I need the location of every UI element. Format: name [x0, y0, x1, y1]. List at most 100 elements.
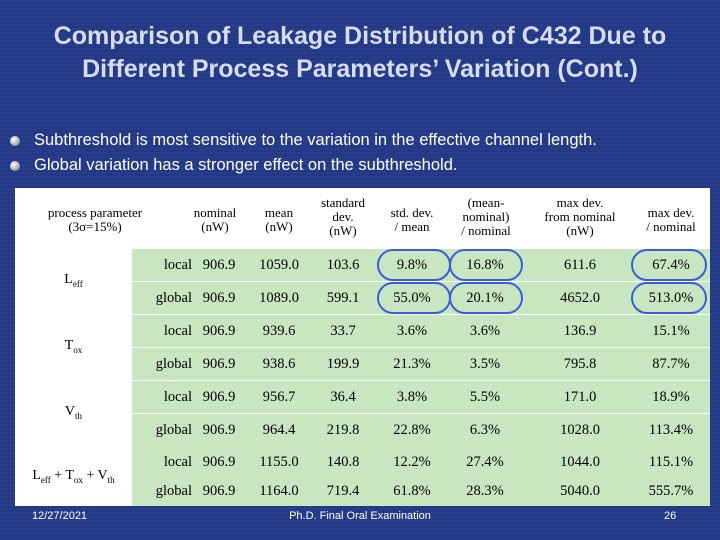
table-cell: 27.4% [466, 454, 504, 470]
header-max-dev-over-nominal: max dev. / nominal [633, 206, 709, 234]
table-cell: 20.1% [466, 290, 504, 306]
table-cell: 1155.0 [259, 454, 299, 470]
row-bg-all-local [132, 446, 710, 478]
header-param: process parameter (3σ=15%) [15, 206, 175, 234]
footer-title: Ph.D. Final Oral Examination [289, 510, 431, 522]
table-cell: 3.8% [396, 389, 428, 405]
header-line: max dev. [556, 195, 604, 210]
param-subscript: eff [40, 474, 51, 485]
table-cell: 906.9 [202, 323, 236, 339]
table-cell: 555.7% [648, 483, 694, 499]
table-cell: 938.6 [262, 356, 296, 372]
table-cell: 906.9 [202, 290, 236, 306]
table-cell: 1044.0 [560, 454, 600, 470]
table-cell: 1164.0 [259, 483, 299, 499]
header-line: (nW) [329, 223, 357, 238]
header-line: (nW) [201, 219, 229, 234]
table-cell: 6.3% [469, 422, 501, 438]
bullet-text: Global variation has a stronger effect o… [34, 156, 458, 174]
leakage-table: process parameter (3σ=15%) nominal (nW) … [15, 188, 710, 506]
header-line: dev. [332, 209, 354, 224]
param-symbol: L [32, 468, 41, 483]
table-cell: 1028.0 [560, 422, 600, 438]
row-scope-label: local [163, 257, 192, 273]
param-symbol: V [64, 404, 76, 419]
param-tox: Tox [15, 338, 132, 355]
bullet-dot-icon [10, 160, 20, 171]
row-scope-label: global [155, 422, 192, 438]
header-line: nominal) [462, 209, 510, 224]
row-bg-all-global [132, 475, 710, 506]
param-subscript: ox [73, 344, 83, 355]
table-cell: 599.1 [326, 290, 360, 306]
row-scope-label: global [155, 483, 192, 499]
header-param-line: process parameter [47, 205, 143, 220]
row-scope-label: local [163, 454, 192, 470]
header-line: / nominal [461, 223, 511, 238]
table-cell: 21.3% [393, 356, 431, 372]
table-cell: 115.1% [648, 454, 694, 470]
table-cell: 964.4 [262, 422, 296, 438]
row-bg-vth-local [132, 381, 710, 413]
table-cell: 15.1% [652, 323, 690, 339]
table-cell: 956.7 [262, 389, 296, 405]
row-bg-leff-local [132, 249, 710, 281]
row-scope-label: local [163, 323, 192, 339]
table-cell: 939.6 [262, 323, 296, 339]
table-cell: 1059.0 [259, 257, 299, 273]
title-line-1: Comparison of Leakage Distribution of C4… [53, 22, 667, 50]
table-cell: 906.9 [202, 422, 236, 438]
footer-date: 12/27/2021 [32, 510, 88, 522]
row-bg-leff-global [132, 282, 710, 314]
param-symbol: + V [86, 468, 108, 483]
param-subscript: ox [73, 474, 83, 485]
row-scope-label: local [163, 389, 192, 405]
table-cell: 18.9% [652, 389, 690, 405]
title-line-2: Different Process Parameters’ Variation … [82, 55, 638, 83]
header-line: (nW) [566, 223, 594, 238]
param-subscript: th [75, 410, 83, 421]
table-cell: 3.5% [469, 356, 501, 372]
table-cell: 906.9 [202, 356, 236, 372]
header-nominal: nominal (nW) [187, 206, 243, 234]
header-std-dev: standard dev. (nW) [311, 196, 375, 238]
bullet-list: Subthreshold is most sensitive to the va… [10, 128, 710, 178]
table-cell: 3.6% [469, 323, 501, 339]
table-cell: 36.4 [330, 389, 356, 405]
header-line: standard [320, 195, 366, 210]
slide-title: Comparison of Leakage Distribution of C4… [0, 20, 720, 86]
header-mean-minus-nominal: (mean- nominal) / nominal [449, 196, 523, 238]
table-cell: 12.2% [393, 454, 431, 470]
table-cell: 9.8% [396, 257, 428, 273]
table-cell: 1089.0 [259, 290, 299, 306]
header-std-over-mean: std. dev. / mean [377, 206, 447, 234]
header-line: nominal [193, 205, 237, 220]
table-cell: 67.4% [652, 257, 690, 273]
header-max-dev: max dev. from nominal (nW) [533, 196, 627, 238]
row-bg-vth-global [132, 414, 710, 446]
param-leff: Leff [15, 272, 132, 289]
table-cell: 795.8 [563, 356, 597, 372]
header-line: from nominal [544, 209, 616, 224]
table-cell: 140.8 [326, 454, 360, 470]
table-cell: 219.8 [326, 422, 360, 438]
row-bg-tox-local [132, 315, 710, 347]
bullet-item: Global variation has a stronger effect o… [10, 153, 710, 178]
row-bg-tox-global [132, 348, 710, 380]
table-cell: 28.3% [466, 483, 504, 499]
table-cell: 906.9 [202, 483, 236, 499]
header-line: (mean- [467, 195, 505, 210]
table-cell: 3.6% [396, 323, 428, 339]
table-cell: 4652.0 [560, 290, 600, 306]
param-symbol: T [64, 338, 74, 353]
table-cell: 87.7% [652, 356, 690, 372]
table-cell: 906.9 [202, 389, 236, 405]
table-cell: 513.0% [648, 290, 694, 306]
param-symbol: + T [54, 468, 74, 483]
table-cell: 55.0% [393, 290, 431, 306]
header-line: / nominal [646, 219, 696, 234]
header-param-line: (3σ=15%) [68, 219, 122, 234]
table-cell: 906.9 [202, 454, 236, 470]
param-subscript: eff [72, 278, 83, 289]
table-cell: 5040.0 [560, 483, 600, 499]
